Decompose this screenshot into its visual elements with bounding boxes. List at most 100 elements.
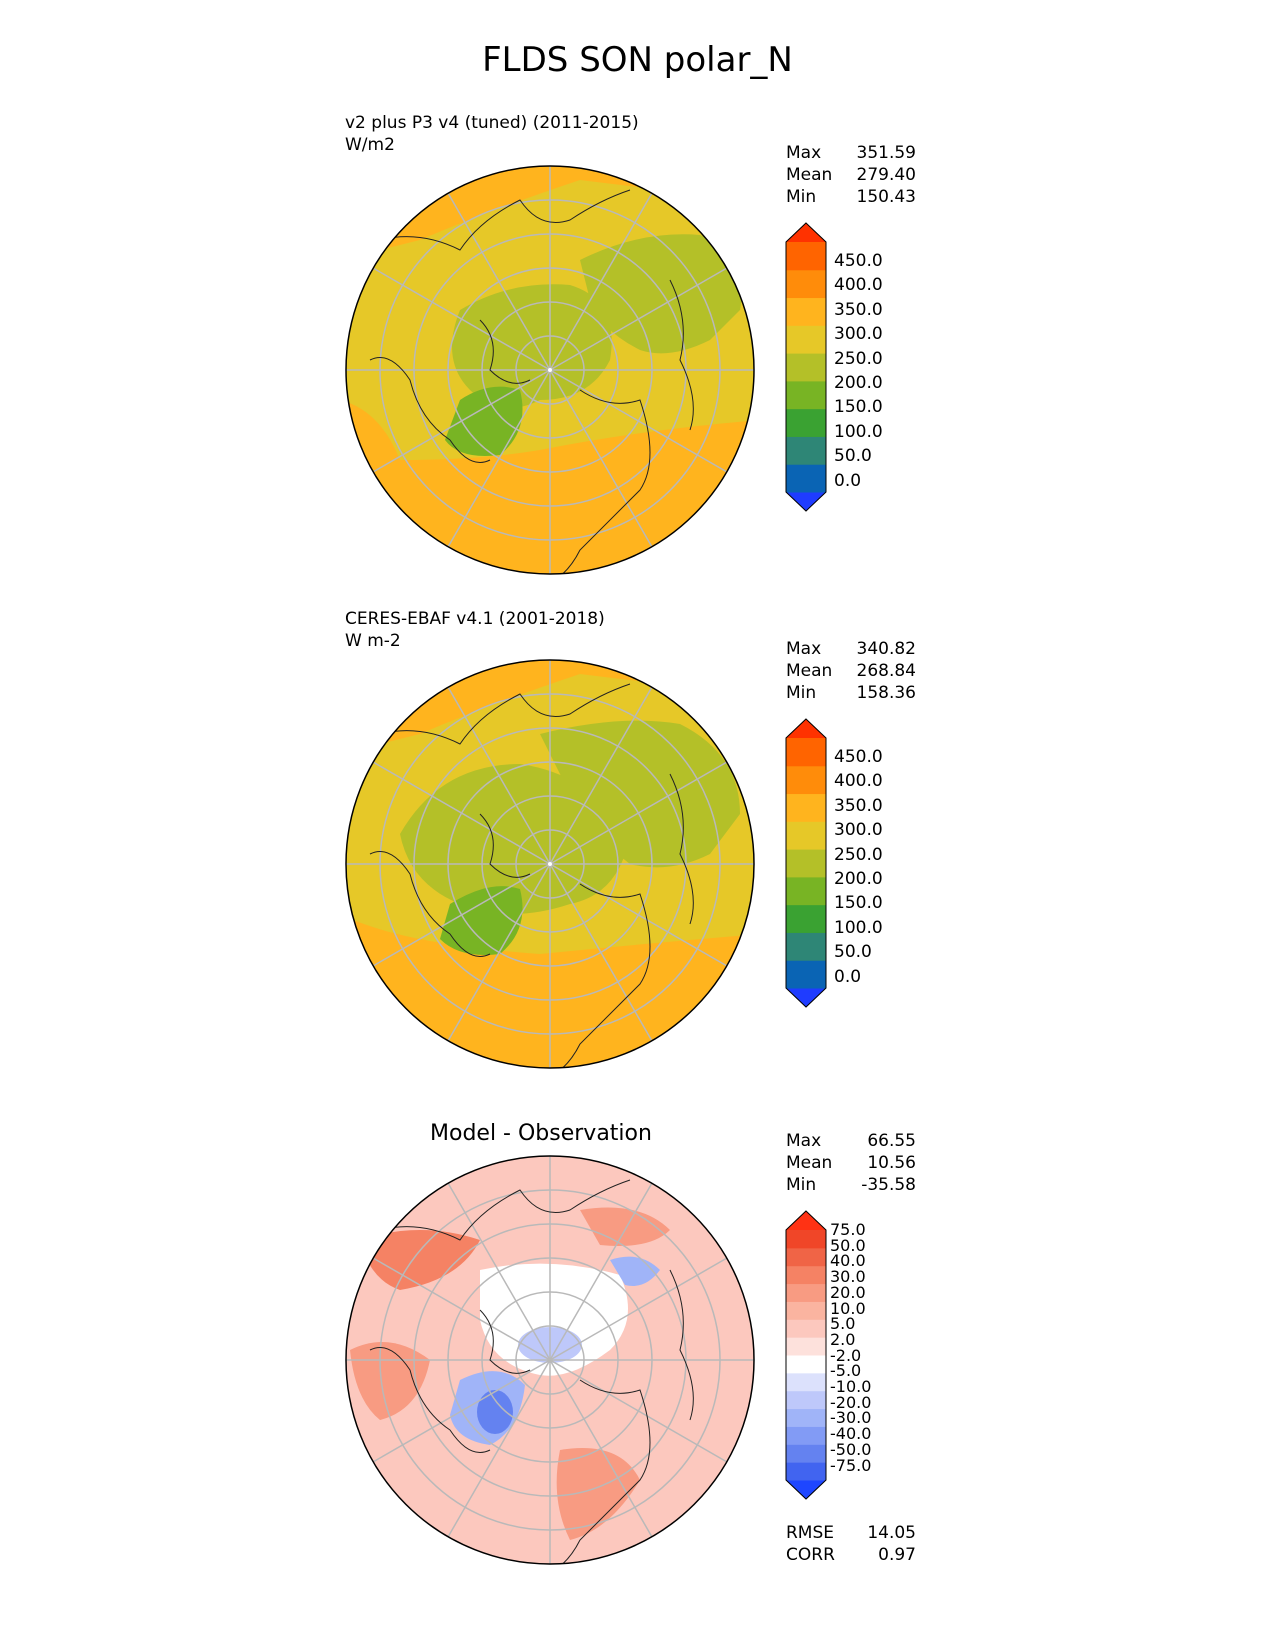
colorbar-segment bbox=[786, 849, 826, 878]
map-3-strong-negative-anomaly bbox=[477, 1390, 513, 1434]
colorbar-tick-label: 400.0 bbox=[834, 771, 883, 792]
map-2-coastlines bbox=[369, 683, 694, 1068]
map-3-positive-anomaly-nw bbox=[360, 1230, 480, 1290]
map-1-pole-marker bbox=[548, 368, 552, 372]
colorbar-segment bbox=[786, 1283, 826, 1302]
map-3-frame bbox=[345, 1155, 755, 1565]
colorbar-tick-label: 250.0 bbox=[834, 348, 883, 369]
colorbar-tick-label: 50.0 bbox=[834, 942, 872, 963]
colorbar-segment bbox=[786, 353, 826, 382]
figure-title: FLDS SON polar_N bbox=[482, 40, 793, 80]
map-3-coastlines bbox=[369, 1179, 694, 1564]
colorbar-tick-label: -75.0 bbox=[830, 1455, 872, 1475]
panel-2-stat-min: Min 158.36 bbox=[786, 683, 916, 703]
panel-2-stat-max: Max 340.82 bbox=[786, 639, 916, 659]
colorbar-tick-label: -30.0 bbox=[830, 1408, 872, 1428]
map-2-pole-marker bbox=[548, 862, 552, 866]
panel-1-title: v2 plus P3 v4 (tuned) (2011-2015) bbox=[345, 113, 639, 133]
panel-3-metrics: RMSE 14.05 CORR 0.97 bbox=[786, 1522, 916, 1566]
colorbar-segment bbox=[786, 1337, 826, 1356]
colorbar-tick-label: 75.0 bbox=[830, 1220, 866, 1239]
panel-1-stats: Max 351.59 Mean 279.40 Min 150.43 bbox=[786, 142, 916, 208]
colorbar-tick-label: 30.0 bbox=[830, 1267, 866, 1287]
colorbar-segment bbox=[786, 738, 826, 767]
colorbar-segment bbox=[786, 325, 826, 354]
colorbar-tick-label: -10.0 bbox=[830, 1377, 872, 1396]
panel-1-map bbox=[345, 165, 755, 575]
panel-3-title: Model - Observation bbox=[430, 1121, 652, 1146]
colorbar-segment bbox=[786, 242, 826, 271]
panel-3-metric-corr: CORR 0.97 bbox=[786, 1545, 916, 1565]
map-3-neutral-region bbox=[480, 1263, 628, 1376]
colorbar-segment bbox=[786, 1355, 826, 1374]
map-1-coastlines bbox=[369, 189, 694, 574]
map-1-green-region-arctic bbox=[452, 284, 612, 408]
panel-2-title: CERES-EBAF v4.1 (2001-2018) bbox=[345, 609, 605, 629]
panel-1-stat-min: Min 150.43 bbox=[786, 187, 916, 207]
colorbar-tick-label: 350.0 bbox=[834, 795, 883, 816]
colorbar-extend-low bbox=[786, 492, 826, 511]
colorbar-segment bbox=[786, 1265, 826, 1285]
colorbar-tick-label: 300.0 bbox=[834, 324, 883, 345]
colorbar-segment bbox=[786, 408, 826, 437]
colorbar-tick-label: -5.0 bbox=[830, 1361, 862, 1381]
colorbar-tick-label: -2.0 bbox=[830, 1345, 862, 1365]
colorbar-segment bbox=[786, 297, 826, 326]
panel-2-colorbar bbox=[785, 718, 827, 1008]
colorbar-segment bbox=[786, 1408, 826, 1427]
colorbar-segment bbox=[786, 904, 826, 933]
colorbar-segment bbox=[786, 765, 826, 795]
colorbar-tick-label: 2.0 bbox=[830, 1329, 856, 1349]
colorbar-tick-label: 150.0 bbox=[834, 893, 883, 914]
map-3-positive-anomaly-s bbox=[556, 1448, 640, 1540]
colorbar-tick-label: 5.0 bbox=[830, 1314, 856, 1334]
colorbar-segment bbox=[786, 821, 826, 850]
colorbar-segment bbox=[786, 1319, 826, 1338]
colorbar-tick-label: 0.0 bbox=[834, 470, 862, 491]
map-2-green-region-east bbox=[540, 720, 740, 868]
colorbar-tick-label: 50.0 bbox=[830, 1235, 866, 1255]
colorbar-segment bbox=[786, 464, 826, 493]
colorbar-segment bbox=[786, 436, 826, 465]
panel-3-stat-mean: Mean 10.56 bbox=[786, 1153, 916, 1173]
colorbar-outline bbox=[785, 1210, 827, 1500]
map-1-green-region-east bbox=[580, 234, 742, 354]
colorbar-tick-label: -50.0 bbox=[830, 1439, 872, 1459]
map-3-positive-anomaly-w bbox=[350, 1342, 430, 1420]
colorbar-tick-label: 20.0 bbox=[830, 1282, 866, 1302]
panel-2-map bbox=[345, 659, 755, 1069]
panel-1-units: W/m2 bbox=[345, 135, 395, 155]
panel-3-stat-max: Max 66.55 bbox=[786, 1131, 916, 1151]
colorbar-segment bbox=[786, 1444, 826, 1463]
colorbar-outline bbox=[785, 222, 827, 512]
map-1-frame bbox=[345, 165, 755, 575]
panel-3-metric-rmse: RMSE 14.05 bbox=[786, 1523, 916, 1543]
colorbar-tick-label: 100.0 bbox=[834, 917, 883, 938]
colorbar-tick-label: 450.0 bbox=[834, 747, 883, 767]
colorbar-segment bbox=[786, 1230, 826, 1249]
panel-3-map bbox=[345, 1155, 755, 1565]
map-2-frame bbox=[345, 659, 755, 1069]
colorbar-tick-label: -20.0 bbox=[830, 1392, 872, 1412]
colorbar-segment bbox=[786, 960, 826, 989]
colorbar-extend-high bbox=[786, 223, 826, 242]
panel-1-stat-mean: Mean 279.40 bbox=[786, 165, 916, 185]
colorbar-segment bbox=[786, 793, 826, 822]
panel-3-stats: Max 66.55 Mean 10.56 Min -35.58 bbox=[786, 1130, 916, 1196]
colorbar-segment bbox=[786, 1426, 826, 1445]
colorbar-tick-label: 40.0 bbox=[830, 1251, 866, 1271]
panel-3-colorbar bbox=[785, 1210, 827, 1500]
colorbar-outline bbox=[785, 718, 827, 1008]
colorbar-segment bbox=[786, 1301, 826, 1320]
map-1-greenland-region bbox=[445, 386, 523, 456]
colorbar-tick-label: 50.0 bbox=[834, 446, 872, 467]
map-3-positive-anomaly-ne bbox=[580, 1207, 670, 1246]
panel-3-stat-min: Min -35.58 bbox=[786, 1175, 916, 1195]
panel-1-stat-max: Max 351.59 bbox=[786, 143, 916, 163]
colorbar-extend-high bbox=[786, 719, 826, 738]
colorbar-tick-label: 300.0 bbox=[834, 820, 883, 841]
colorbar-tick-label: 250.0 bbox=[834, 844, 883, 865]
colorbar-segment bbox=[786, 932, 826, 961]
colorbar-segment bbox=[786, 1247, 826, 1267]
colorbar-segment bbox=[786, 1390, 826, 1410]
